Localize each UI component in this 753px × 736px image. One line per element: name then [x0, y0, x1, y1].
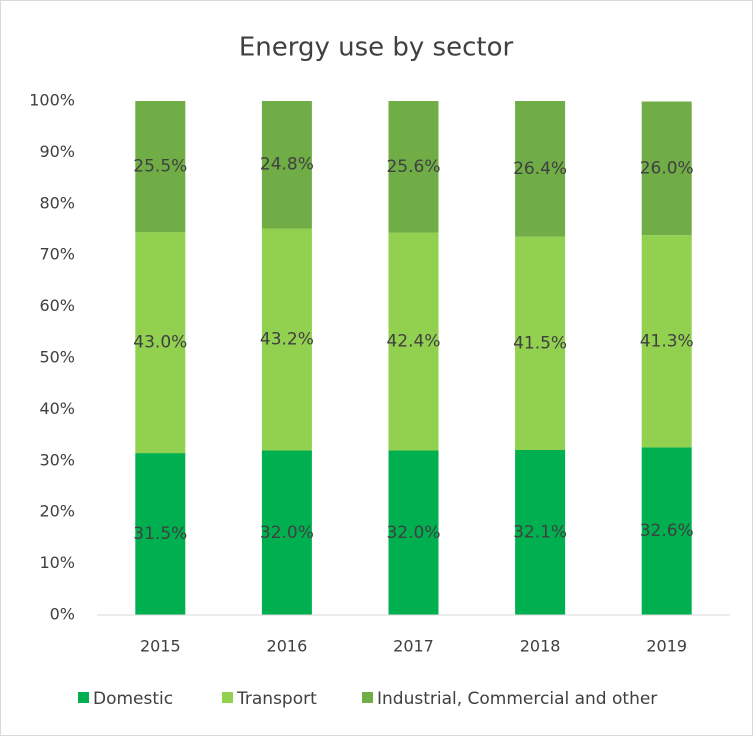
- bar-segment: [641, 101, 692, 236]
- data-label: 26.0%: [640, 158, 694, 178]
- data-label: 32.0%: [386, 523, 440, 543]
- y-tick-label: 80%: [39, 193, 75, 212]
- legend-swatch: [222, 692, 233, 703]
- bar-segment: [261, 228, 312, 451]
- bar-segment: [135, 232, 186, 454]
- bar-segment: [261, 101, 312, 229]
- data-label: 41.5%: [513, 333, 567, 353]
- legend-label: Domestic: [93, 689, 173, 709]
- legend-label: Transport: [236, 689, 317, 709]
- data-label: 32.6%: [640, 521, 694, 541]
- y-tick-label: 90%: [39, 142, 75, 161]
- y-tick-label: 100%: [29, 91, 75, 110]
- x-tick-label: 2017: [393, 637, 434, 656]
- data-label: 25.5%: [133, 157, 187, 177]
- bar-segment: [261, 450, 312, 615]
- legend-swatch: [78, 692, 89, 703]
- bar-segment: [515, 236, 566, 451]
- y-tick-label: 10%: [39, 553, 75, 572]
- x-tick-label: 2019: [646, 637, 687, 656]
- y-tick-label: 20%: [39, 502, 75, 521]
- bar-segment: [135, 101, 186, 233]
- legend-label: Industrial, Commercial and other: [377, 689, 657, 709]
- bar-segment: [135, 453, 186, 615]
- y-tick-label: 40%: [39, 399, 75, 418]
- y-tick-label: 50%: [39, 348, 75, 367]
- y-tick-label: 60%: [39, 296, 75, 315]
- x-tick-label: 2015: [140, 637, 181, 656]
- data-label: 43.2%: [260, 329, 314, 349]
- data-label: 26.4%: [513, 159, 567, 179]
- bar-segment: [641, 447, 692, 615]
- data-label: 32.0%: [260, 523, 314, 543]
- legend-swatch: [362, 692, 373, 703]
- bar-segment: [515, 450, 566, 615]
- data-label: 43.0%: [133, 333, 187, 353]
- bar-segment: [515, 101, 566, 237]
- y-tick-label: 70%: [39, 245, 75, 264]
- data-label: 41.3%: [640, 331, 694, 351]
- bar-segment: [388, 232, 439, 451]
- bar-segment: [641, 235, 692, 448]
- y-tick-label: 30%: [39, 450, 75, 469]
- x-tick-label: 2016: [267, 637, 308, 656]
- bar-segment: [388, 101, 439, 233]
- chart-title: Energy use by sector: [239, 33, 514, 63]
- data-label: 24.8%: [260, 155, 314, 175]
- data-label: 31.5%: [133, 524, 187, 544]
- data-label: 42.4%: [386, 332, 440, 352]
- x-tick-label: 2018: [520, 637, 561, 656]
- bar-segment: [388, 450, 439, 615]
- y-tick-label: 0%: [50, 605, 75, 624]
- data-label: 32.1%: [513, 523, 567, 543]
- data-label: 25.6%: [386, 157, 440, 177]
